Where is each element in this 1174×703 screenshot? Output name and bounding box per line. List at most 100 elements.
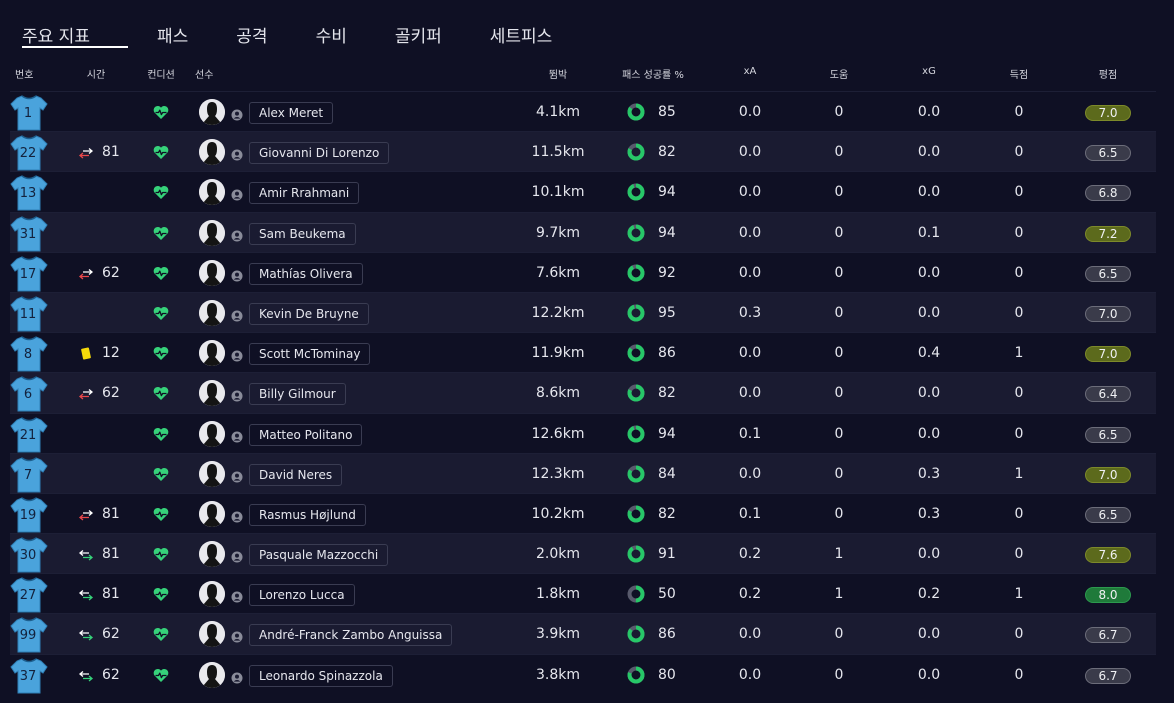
rating-badge[interactable]: 7.0	[1085, 346, 1131, 363]
rating-badge[interactable]: 8.0	[1085, 587, 1131, 604]
rating-badge[interactable]: 6.5	[1085, 145, 1131, 162]
player-profile-icon[interactable]	[231, 146, 243, 161]
table-row[interactable]: 22 81 Giovanni Di Lorenzo 11.5km	[10, 131, 1156, 172]
player-name[interactable]: Alex Meret	[249, 102, 334, 124]
table-row[interactable]: 1 Alex Meret 4.1km	[10, 91, 1156, 131]
rating-badge[interactable]: 6.8	[1085, 185, 1131, 202]
table-row[interactable]: 17 62 Mathías Olivera 7.6km	[10, 251, 1156, 292]
player-profile-icon[interactable]	[231, 669, 243, 684]
player-profile-icon[interactable]	[231, 628, 243, 643]
player-name[interactable]: Rasmus Højlund	[249, 503, 366, 526]
player-name[interactable]: Pasquale Mazzocchi	[249, 544, 389, 567]
tab-passing[interactable]: 패스	[157, 27, 189, 47]
player-name[interactable]: Amir Rrahmani	[249, 182, 360, 205]
player-profile-icon[interactable]	[231, 347, 243, 362]
header-distance[interactable]: 뜀박	[548, 70, 568, 81]
table-row[interactable]: 7 David Neres 12.3km	[10, 452, 1156, 493]
player-name[interactable]: Leonardo Spinazzola	[249, 664, 393, 687]
player-name[interactable]: Lorenzo Lucca	[249, 584, 355, 607]
tab-set-pieces[interactable]: 세트피스	[489, 27, 553, 47]
table-row[interactable]: 37 62 Leonardo Spinazzola 3.8km	[10, 653, 1156, 694]
player-profile-icon[interactable]	[231, 428, 243, 442]
tab-defense[interactable]: 수비	[315, 27, 347, 47]
rating-badge[interactable]: 7.0	[1085, 305, 1131, 322]
player-name[interactable]: Matteo Politano	[249, 423, 363, 446]
player-profile-icon[interactable]	[231, 508, 243, 523]
player-avatar[interactable]	[199, 179, 225, 206]
tab-attack[interactable]: 공격	[236, 27, 268, 47]
rating-badge[interactable]: 6.7	[1085, 627, 1131, 644]
event-minute: 62	[102, 626, 120, 643]
table-row[interactable]: 8 12 Scott McTominay 11.9km	[10, 332, 1156, 372]
player-profile-icon[interactable]	[231, 307, 243, 322]
player-avatar[interactable]	[199, 139, 225, 166]
player-avatar[interactable]	[199, 460, 225, 487]
rating-badge[interactable]: 6.5	[1085, 506, 1131, 523]
header-assists[interactable]: 도움	[829, 70, 849, 81]
player-profile-icon[interactable]	[231, 267, 243, 282]
player-avatar[interactable]	[199, 99, 225, 125]
rating-badge[interactable]: 7.2	[1085, 225, 1131, 242]
header-xg[interactable]: xG	[922, 66, 936, 77]
player-avatar[interactable]	[199, 380, 225, 407]
pass-success-value: 82	[658, 505, 676, 522]
rating-badge[interactable]: 7.0	[1085, 105, 1131, 121]
player-profile-icon[interactable]	[231, 227, 243, 242]
player-avatar[interactable]	[199, 621, 225, 648]
condition-heart-icon	[153, 346, 169, 361]
goals-value: 0	[1014, 184, 1024, 201]
table-row[interactable]: 31 Sam Beukema 9.7km	[10, 211, 1156, 252]
player-profile-icon[interactable]	[231, 387, 243, 402]
table-row[interactable]: 27 81 Lorenzo Lucca 1.8km	[10, 573, 1156, 613]
rating-badge[interactable]: 6.5	[1085, 426, 1131, 443]
rating-badge[interactable]: 6.4	[1085, 386, 1131, 403]
player-name[interactable]: Scott McTominay	[249, 343, 371, 366]
goals-value: 0	[1014, 224, 1024, 241]
table-row[interactable]: 6 62 Billy Gilmour 8.6km	[10, 372, 1156, 413]
player-avatar[interactable]	[199, 219, 225, 246]
player-avatar[interactable]	[199, 340, 225, 367]
xg-value: 0.3	[917, 505, 941, 522]
player-avatar[interactable]	[199, 581, 225, 608]
player-name[interactable]: Billy Gilmour	[249, 383, 346, 406]
player-name[interactable]: Mathías Olivera	[249, 262, 363, 285]
player-name[interactable]: André-Franck Zambo Anguissa	[249, 624, 453, 647]
table-row[interactable]: 99 62 André-Franck Zambo Anguissa 3.9km	[10, 613, 1156, 654]
table-row[interactable]: 11 Kevin De Bruyne 12.2km	[10, 291, 1156, 333]
shirt-icon: 6	[10, 376, 48, 412]
player-avatar[interactable]	[199, 661, 225, 688]
player-name[interactable]: Sam Beukema	[249, 222, 356, 245]
rating-badge[interactable]: 7.0	[1085, 466, 1131, 483]
header-pass-success[interactable]: 패스 성공률 %	[622, 70, 684, 81]
tab-key-stats[interactable]: 주요 지표	[22, 22, 128, 48]
player-profile-icon[interactable]	[231, 186, 243, 201]
player-avatar[interactable]	[199, 259, 225, 286]
header-rating[interactable]: 평점	[1098, 70, 1118, 81]
table-row[interactable]: 13 Amir Rrahmani 10.1km	[10, 171, 1156, 211]
header-goals[interactable]: 득점	[1009, 70, 1029, 81]
rating-badge[interactable]: 6.7	[1085, 667, 1131, 684]
rating-badge[interactable]: 7.6	[1085, 547, 1131, 564]
player-name[interactable]: Giovanni Di Lorenzo	[249, 142, 390, 165]
player-profile-icon[interactable]	[231, 548, 243, 563]
player-avatar[interactable]	[199, 420, 225, 447]
shirt-number: 1	[23, 106, 33, 121]
header-xa[interactable]: xA	[743, 66, 757, 77]
distance-value: 12.6km	[531, 425, 585, 442]
player-profile-icon[interactable]	[231, 106, 243, 121]
player-name[interactable]: Kevin De Bruyne	[249, 302, 369, 325]
rating-badge[interactable]: 6.5	[1085, 265, 1131, 282]
table-row[interactable]: 19 81 Rasmus Højlund 10.2km	[10, 492, 1156, 533]
tab-goalkeeper[interactable]: 골키퍼	[394, 27, 442, 47]
table-row[interactable]: 30 81 Pasquale Mazzocchi 2.0km	[10, 533, 1156, 574]
player-avatar[interactable]	[199, 299, 225, 326]
table-row[interactable]: 21 Matteo Politano 12.6km	[10, 412, 1156, 453]
shirt-number: 8	[23, 347, 33, 363]
player-avatar[interactable]	[199, 500, 225, 527]
condition-heart-icon	[153, 467, 169, 482]
player-profile-icon[interactable]	[231, 588, 243, 603]
goals-value: 0	[1014, 546, 1024, 563]
player-name[interactable]: David Neres	[249, 463, 343, 486]
player-profile-icon[interactable]	[231, 468, 243, 483]
player-avatar[interactable]	[199, 541, 225, 568]
